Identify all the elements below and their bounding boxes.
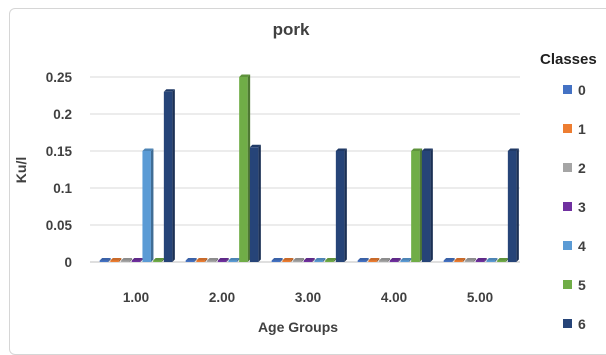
bar-chart: 0 0.05 0.1 0.15 0.2 0.25 1.00 2.00 3.00 4.00 5.00… [13, 20, 597, 335]
legend-label: 5 [578, 277, 586, 293]
y-tick-labels: 0 0.05 0.1 0.15 0.2 0.25 [46, 70, 73, 270]
legend-label: 1 [578, 121, 586, 137]
gridlines [90, 76, 520, 263]
y-tick-label: 0 [64, 255, 72, 270]
bar [207, 258, 219, 262]
bar [271, 258, 283, 262]
y-tick-label: 0.2 [53, 107, 72, 122]
legend-item: 1 [563, 121, 586, 137]
legend-label: 2 [578, 160, 586, 176]
y-tick-label: 0.15 [46, 144, 73, 159]
bar [325, 258, 337, 262]
bar [368, 258, 380, 262]
legend-item: 0 [563, 82, 586, 98]
bar [443, 258, 455, 262]
bar [314, 258, 326, 262]
y-tick-label: 0.1 [53, 181, 72, 196]
bar [475, 258, 487, 262]
bar [411, 148, 423, 262]
bar [454, 258, 466, 262]
legend-title: Classes [540, 51, 597, 68]
bar [303, 258, 315, 262]
bars [99, 74, 519, 262]
bar [163, 89, 175, 262]
y-tick-label: 0.25 [46, 70, 73, 85]
bar [335, 148, 347, 262]
legend-item: 2 [563, 160, 586, 176]
x-tick-label: 4.00 [381, 290, 407, 305]
bar [110, 258, 122, 262]
x-tick-label: 3.00 [295, 290, 321, 305]
legend-swatch [563, 241, 572, 250]
legend-label: 6 [578, 316, 586, 332]
y-tick-label: 0.05 [46, 218, 73, 233]
legend: Classes 0 1 2 3 4 5 6 [540, 51, 597, 332]
x-tick-label: 1.00 [123, 290, 149, 305]
bar [293, 258, 305, 262]
legend-label: 3 [578, 199, 586, 215]
bar [249, 144, 261, 262]
legend-item: 6 [563, 316, 586, 332]
legend-swatch [563, 124, 572, 133]
bar [228, 258, 240, 262]
bar [99, 258, 111, 262]
legend-label: 4 [578, 238, 586, 254]
legend-items: 0 1 2 3 4 5 6 [563, 82, 586, 332]
legend-label: 0 [578, 82, 586, 98]
legend-item: 4 [563, 238, 586, 254]
bar [497, 258, 509, 262]
bar [507, 148, 519, 262]
bar [379, 258, 391, 262]
bar [131, 258, 143, 262]
legend-item: 3 [563, 199, 586, 215]
x-tick-labels: 1.00 2.00 3.00 4.00 5.00 [123, 290, 493, 305]
legend-swatch [563, 202, 572, 211]
x-axis-label: Age Groups [258, 319, 338, 335]
bar [239, 74, 251, 262]
legend-swatch [563, 85, 572, 94]
legend-swatch [563, 280, 572, 289]
bar [217, 258, 229, 262]
bar [389, 258, 401, 262]
chart-title: pork [273, 20, 310, 39]
bar [185, 258, 197, 262]
x-tick-label: 2.00 [209, 290, 235, 305]
legend-item: 5 [563, 277, 586, 293]
bar [400, 258, 412, 262]
bar [153, 258, 165, 262]
bar [196, 258, 208, 262]
bar [421, 148, 433, 262]
bar [357, 258, 369, 262]
chart-frame [9, 8, 606, 355]
bar [486, 258, 498, 262]
bar [465, 258, 477, 262]
y-axis-label: Ku/l [13, 157, 29, 183]
bar [142, 148, 154, 262]
bar [282, 258, 294, 262]
legend-swatch [563, 163, 572, 172]
bar [121, 258, 133, 262]
x-tick-label: 5.00 [467, 290, 493, 305]
legend-swatch [563, 319, 572, 328]
